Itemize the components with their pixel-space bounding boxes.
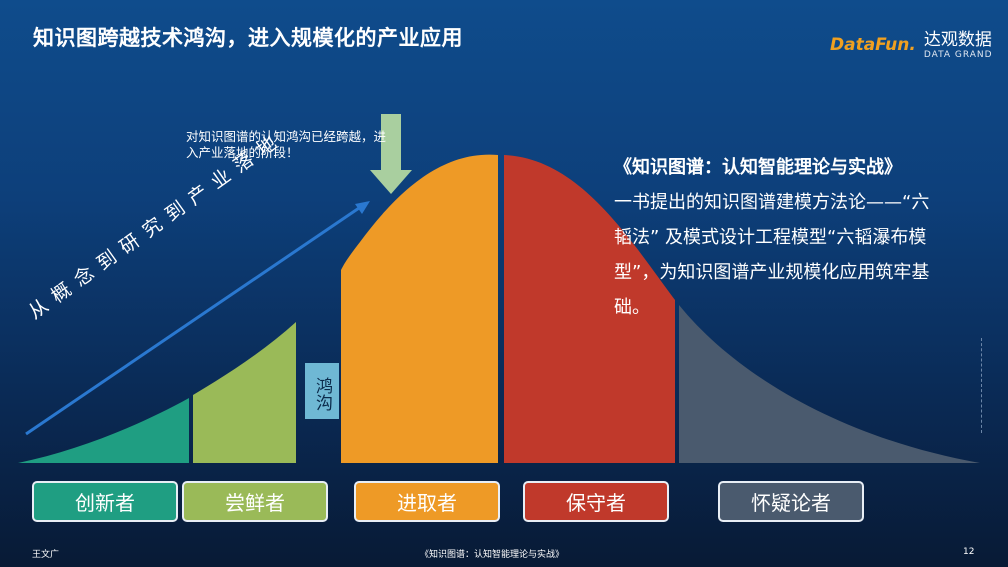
book-description: 《知识图谱：认知智能理论与实战》 一书提出的知识图谱建模方法论——“六韬法” 及… bbox=[614, 150, 934, 325]
progress-arrowhead-icon bbox=[355, 201, 370, 214]
segment-button-innovators[interactable]: 创新者 bbox=[32, 481, 178, 522]
segment-early-adopters bbox=[193, 322, 296, 463]
down-arrow-icon bbox=[370, 114, 412, 194]
segment-early-majority bbox=[341, 154, 498, 463]
footer-book: 《知识图谱：认知智能理论与实战》 bbox=[420, 550, 565, 560]
segment-button-late-majority[interactable]: 保守者 bbox=[523, 481, 669, 522]
segment-laggards bbox=[679, 305, 980, 463]
segment-button-early-majority[interactable]: 进取者 bbox=[354, 481, 500, 522]
datafun-logo: DataFun. bbox=[830, 35, 916, 55]
progress-arrow bbox=[25, 204, 363, 436]
book-body: 一书提出的知识图谱建模方法论——“六韬法” 及模式设计工程模型“六韬瀑布模型”，… bbox=[614, 192, 930, 318]
book-title: 《知识图谱：认知智能理论与实战》 bbox=[614, 157, 902, 178]
segment-button-laggards[interactable]: 怀疑论者 bbox=[718, 481, 864, 522]
page-title: 知识图跨越技术鸿沟，进入规模化的产业应用 bbox=[33, 26, 463, 50]
segment-late-majority bbox=[504, 155, 675, 463]
footer-author: 王文广 bbox=[32, 550, 60, 560]
datagrand-logo: 达观数据 DATA GRAND bbox=[923, 30, 993, 60]
chasm-label: 鸿沟 bbox=[305, 363, 339, 419]
logo: DataFun. 达观数据 DATA GRAND bbox=[830, 32, 993, 60]
page-number: 12 bbox=[963, 547, 975, 557]
segment-button-early-adopters[interactable]: 尝鲜者 bbox=[182, 481, 328, 522]
segment-innovators bbox=[18, 398, 189, 463]
dashed-divider bbox=[981, 338, 982, 433]
callout-text: 对知识图谱的认知鸿沟已经跨越，进入产业落地的阶段！ bbox=[186, 129, 387, 160]
